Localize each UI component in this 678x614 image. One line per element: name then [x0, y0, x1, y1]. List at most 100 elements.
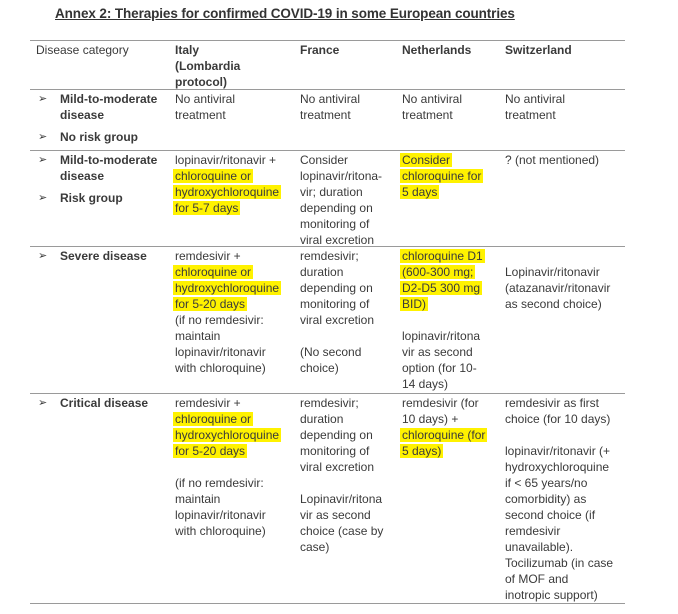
text-line: choice) [300, 360, 374, 376]
highlighted-line: for 5-20 days [173, 443, 279, 459]
text-line: treatment [402, 107, 462, 123]
text-line: No antiviral [300, 91, 360, 107]
arrowhead-bullet-icon: ➢ [38, 154, 48, 166]
highlighted-line: BID) [400, 296, 483, 312]
line-text: vir as second [402, 345, 473, 359]
line-text: if < 65 years/no [505, 476, 588, 490]
text-line: (if no remdesivir: [175, 312, 279, 328]
highlighted-line: Consider [400, 152, 481, 168]
text-line: hydroxychloroquine [505, 459, 613, 475]
line-text: chloroquine or [173, 412, 254, 426]
text-line: monitoring of [300, 443, 383, 459]
therapy-cell-italy: remdesivir + chloroquine or hydroxychloroq… [173, 248, 282, 376]
line-text: choice (case by [300, 524, 384, 538]
text-line: Lopinavir/ritonavir [505, 264, 610, 280]
highlighted-line: (600-300 mg; [400, 264, 483, 280]
line-text: BID) [400, 297, 428, 311]
line-text: No antiviral [402, 92, 463, 106]
text-line: 10 days) + [402, 411, 485, 427]
line-text: of MOF and [505, 572, 569, 586]
highlighted-line: D2-D5 300 mg [400, 280, 483, 296]
text-line: lopinavir/ritonavir [175, 507, 279, 523]
text-line [402, 312, 483, 328]
therapy-cell-italy: remdesivir + chloroquine or hydroxychloroq… [173, 395, 282, 539]
text-line: depending on [300, 280, 374, 296]
text-line: vir; duration [300, 184, 382, 200]
arrowhead-bullet-icon: ➢ [38, 397, 48, 409]
line-text: Lopinavir/ritonavir [505, 265, 600, 279]
highlighted-line: hydroxychloroquine [173, 280, 282, 296]
text-line: depending on [300, 427, 383, 443]
line-text: (if no remdesivir: [175, 313, 264, 327]
text-line [505, 248, 610, 264]
category-line: Mild-to-moderate [60, 92, 158, 106]
text-line: of MOF and [505, 571, 613, 587]
highlighted-line: chloroquine or [173, 411, 279, 427]
text-line: monitoring of [300, 296, 374, 312]
line-text: with chloroquine) [175, 524, 266, 538]
table-rule [30, 150, 625, 151]
text-line: lopinavir/ritonavir [175, 344, 279, 360]
line-text: (600-300 mg; [400, 265, 476, 279]
text-line: comorbidity) as [505, 491, 613, 507]
arrowhead-bullet-icon: ➢ [38, 250, 48, 262]
line-text: chloroquine for [400, 169, 484, 183]
category-item: ➢ Mild-to-moderate disease [38, 91, 157, 123]
line-text: remdesivir; [300, 396, 359, 410]
text-line: treatment [175, 107, 235, 123]
line-text: 14 days) [402, 377, 449, 391]
therapy-cell-switzerland: Lopinavir/ritonavir (atazanavir/ritonavir… [505, 248, 610, 312]
header-line: Italy [175, 43, 200, 57]
therapy-cell-france: No antiviral treatment [300, 91, 360, 123]
line-text: Consider [300, 153, 349, 167]
therapy-cell-netherlands: chloroquine D1 (600-300 mg; D2-D5 300 mg BI… [400, 248, 485, 392]
header-italy: Italy (Lombardia protocol) [175, 42, 240, 90]
text-line: Tocilizumab (in case [505, 555, 613, 571]
line-text: remdesivir; [300, 249, 359, 263]
line-text: No antiviral [505, 92, 566, 106]
line-text: with chloroquine) [175, 361, 266, 375]
text-line: choice (for 10 days) [505, 411, 613, 427]
line-text: remdesivir + [175, 249, 241, 263]
text-line: remdesivir as first [505, 395, 613, 411]
text-line: depending on [300, 200, 382, 216]
line-text: for 5-20 days [173, 297, 248, 311]
text-line [300, 328, 374, 344]
line-text: chloroquine or [173, 265, 254, 279]
line-text: as second choice) [505, 297, 602, 311]
line-text: remdesivir as first [505, 396, 600, 410]
category-line: Critical disease [60, 396, 149, 410]
line-text: monitoring of [300, 297, 370, 311]
arrowhead-bullet-icon: ➢ [38, 131, 48, 143]
line-text: monitoring of [300, 217, 370, 231]
line-text: vir; duration [300, 185, 363, 199]
text-line: treatment [300, 107, 360, 123]
category-line: No risk group [60, 130, 139, 144]
therapy-cell-italy: No antiviral treatment [175, 91, 235, 123]
disease-category-cell: ➢ Mild-to-moderate disease ➢ No risk group [38, 91, 157, 151]
line-text: maintain [175, 329, 221, 343]
text-line: second choice (if [505, 507, 613, 523]
text-line [300, 475, 383, 491]
line-text: monitoring of [300, 444, 370, 458]
text-line: remdesivir; [300, 395, 383, 411]
text-line: Consider [300, 152, 382, 168]
text-line: (if no remdesivir: [175, 475, 279, 491]
line-text: for 5-7 days [173, 201, 241, 215]
text-line: lopinavir/ritona- [300, 168, 382, 184]
highlighted-line: chloroquine or [173, 168, 279, 184]
table-rule [30, 246, 625, 247]
header-line: Switzerland [505, 43, 572, 57]
line-text: lopinavir/ritona [402, 329, 481, 343]
line-text: viral excretion [300, 313, 375, 327]
text-line: No antiviral [175, 91, 235, 107]
therapy-cell-switzerland: remdesivir as first choice (for 10 days) l… [505, 395, 613, 603]
arrowhead-bullet-icon: ➢ [38, 93, 48, 105]
therapy-cell-netherlands: Consider chloroquine for 5 days [400, 152, 484, 200]
text-line: lopinavir/ritonavir + [175, 152, 279, 168]
category-line: Severe disease [60, 249, 147, 263]
line-text: 5 days) [400, 444, 444, 458]
line-text: second choice (if [505, 508, 596, 522]
line-text: lopinavir/ritonavir [175, 508, 266, 522]
highlighted-line: chloroquine D1 [400, 248, 485, 264]
